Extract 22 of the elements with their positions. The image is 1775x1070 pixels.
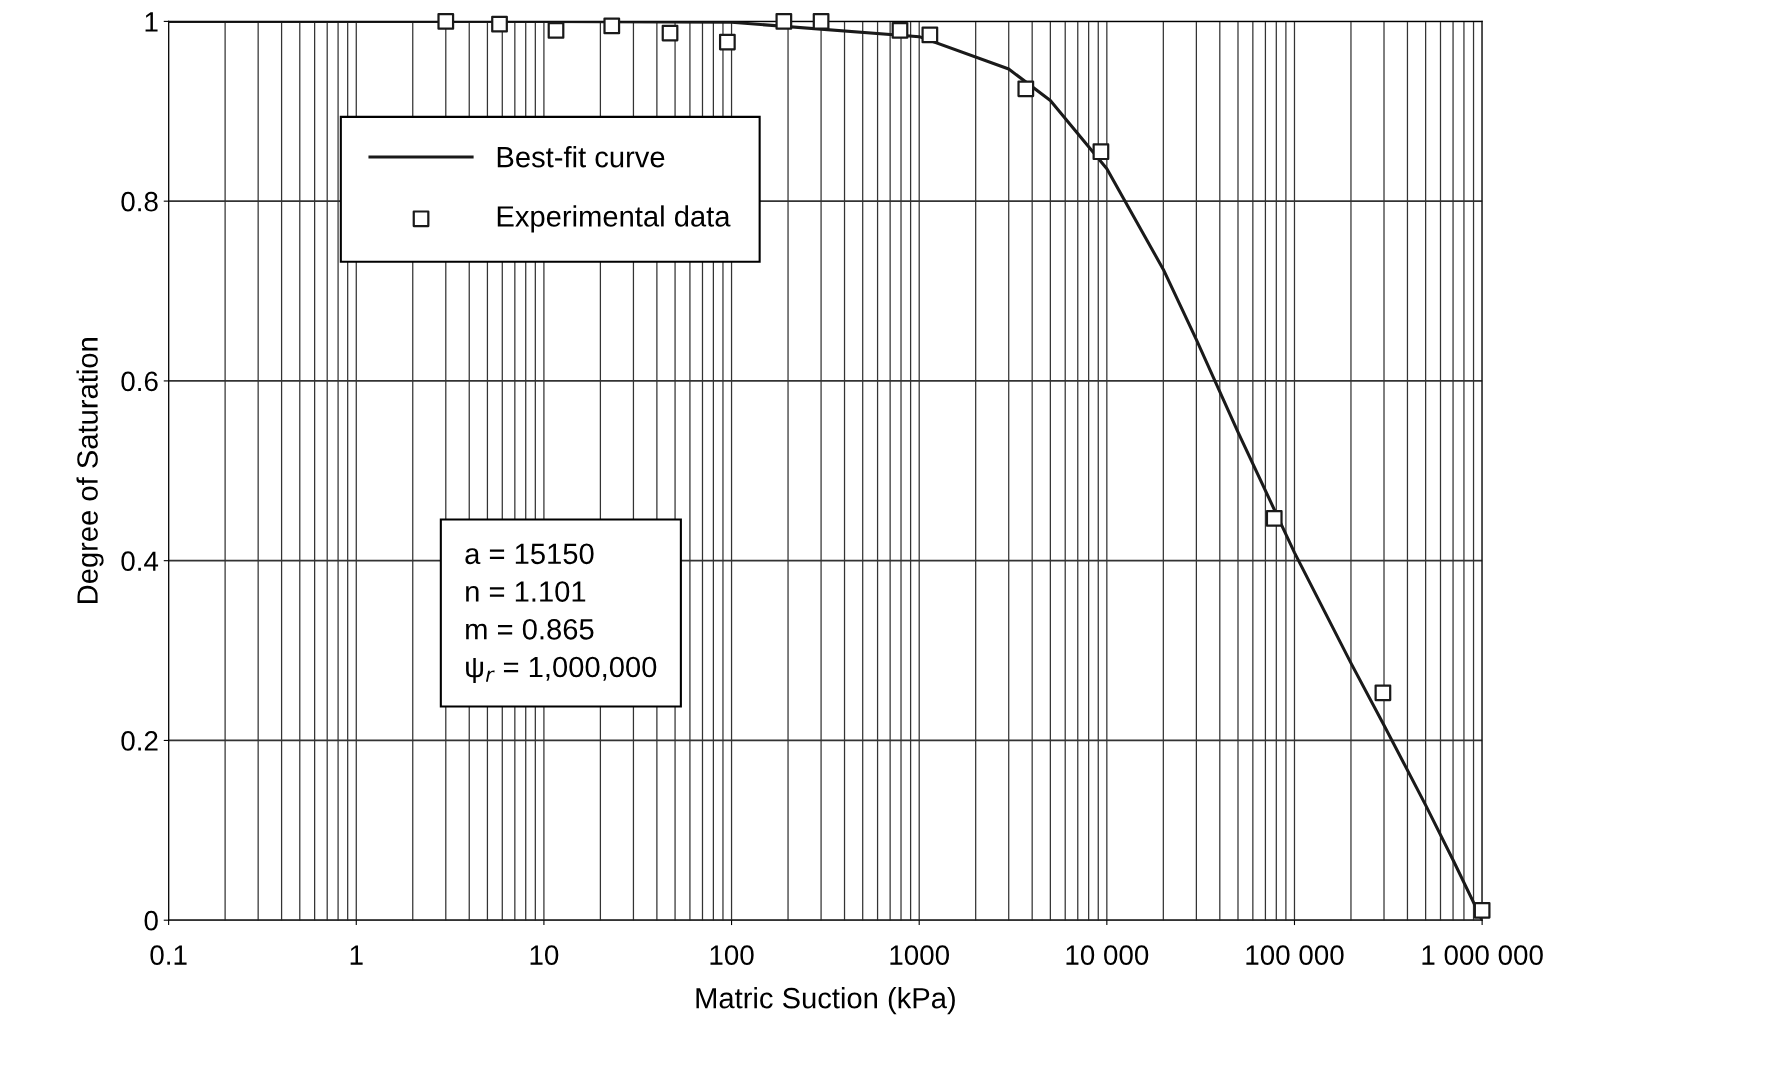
legend-label: Best-fit curve xyxy=(497,146,665,168)
x-axis-title: Matric Suction (kPa) xyxy=(696,987,955,1015)
x-tick-label: 1 xyxy=(350,945,363,965)
annotation: ψ$_{r}$ = 1,000,000 xyxy=(466,656,657,684)
legend-label: Experimental data xyxy=(497,205,731,233)
x-tick-label: 100 000 xyxy=(1246,945,1344,965)
y-tick-label: 0 xyxy=(144,910,158,931)
x-tick-label: 0.1 xyxy=(150,945,187,965)
x-tick-label: 10 xyxy=(530,945,559,965)
x-tick-label: 10 000 xyxy=(1066,945,1149,965)
y-tick-label: 0.2 xyxy=(121,731,158,751)
y-tick-label: 1 xyxy=(145,12,158,32)
y-tick-label: 0.8 xyxy=(121,191,158,212)
annotation: a = 15150 xyxy=(465,543,594,565)
y-tick-label: 0.4 xyxy=(121,551,159,572)
annotation: m = 0.865 xyxy=(466,618,594,640)
y-axis-title: Degree of Saturation xyxy=(76,338,104,603)
x-tick-label: 100 xyxy=(710,945,754,965)
x-tick-label: 1000 xyxy=(890,945,950,965)
annotation: n = 1.101 xyxy=(466,581,586,602)
x-tick-label: 1 000 000 xyxy=(1422,945,1543,965)
y-tick-label: 0.6 xyxy=(121,371,158,392)
